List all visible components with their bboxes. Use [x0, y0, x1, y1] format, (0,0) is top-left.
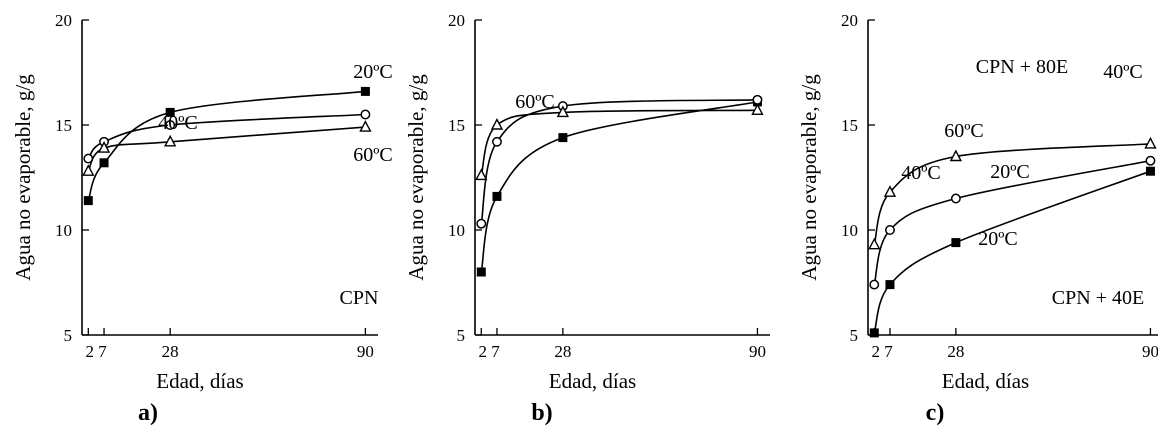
y-tick-label: 20 [55, 11, 72, 30]
x-axis-title: Edad, días [156, 369, 243, 393]
y-tick-label: 5 [457, 326, 466, 345]
point-60c [1144, 136, 1157, 149]
y-tick-label: 10 [841, 221, 858, 240]
series-line-40c [87, 113, 366, 160]
x-tick-label: 2 7 [478, 342, 500, 361]
point-60c [868, 237, 881, 250]
x-tick-label: 2 7 [871, 342, 893, 361]
annotation-label: CPN + 80E [976, 56, 1068, 78]
panel-label: c) [926, 400, 945, 426]
point-40c [950, 193, 961, 204]
x-tick-label: 28 [947, 342, 964, 361]
annotation-label: 60ºC [515, 91, 555, 113]
x-tick-label: 28 [554, 342, 571, 361]
annotation-label: 20ºC [990, 161, 1030, 183]
series-line-60c [873, 143, 1151, 245]
panel-1: 5 10 15 20 2 7 28 90 Edad, días Agua no evaporab… [11, 11, 393, 426]
point-20c [951, 238, 961, 248]
point-20c [869, 328, 879, 338]
panel-3: 5 10 15 20 2 7 28 90 Edad, días Agua no evaporab… [797, 11, 1158, 426]
series-line-20c [873, 170, 1151, 334]
series-line-20c [480, 101, 758, 273]
point-40c [476, 218, 487, 229]
annotation-label: CPN + 40E [1052, 287, 1144, 309]
y-tick-label: 15 [55, 116, 72, 135]
y-tick-label: 20 [448, 11, 465, 30]
point-60c [490, 117, 504, 130]
point-60c [751, 103, 764, 116]
x-axis-title: Edad, días [549, 369, 636, 393]
panel-label: a) [138, 400, 158, 426]
x-tick-label: 90 [357, 342, 374, 361]
panel-2: 5 10 15 20 2 7 28 90 Edad, días Agua no evaporab… [404, 11, 1144, 426]
point-60c [164, 134, 177, 147]
annotation-label: 40ºC [901, 162, 941, 184]
point-20c [165, 107, 175, 117]
point-20c [492, 191, 502, 201]
x-axis-title: Edad, días [942, 369, 1029, 393]
x-tick-label: 90 [749, 342, 766, 361]
point-20c [360, 86, 370, 96]
series-line-60c [87, 126, 366, 172]
y-tick-label: 10 [448, 221, 465, 240]
panel-label: b) [531, 400, 552, 426]
point-60c [359, 120, 372, 132]
y-tick-label: 10 [55, 221, 72, 240]
point-40c [360, 109, 371, 120]
x-tick-label: 90 [1142, 342, 1158, 361]
series-line-20c [87, 90, 366, 201]
point-20c [885, 280, 895, 290]
annotation-label: 40ºC [1103, 61, 1143, 83]
point-20c [558, 133, 568, 143]
y-tick-label: 15 [841, 116, 858, 135]
y-tick-label: 15 [448, 116, 465, 135]
point-60c [97, 141, 111, 153]
series-line-40c [873, 159, 1151, 285]
point-40c [869, 279, 880, 290]
annotation-label: 20ºC [353, 61, 393, 83]
annotation-label: 60ºC [944, 120, 984, 142]
point-40c [885, 225, 895, 235]
x-tick-label: 28 [162, 342, 179, 361]
point-60c [556, 105, 570, 118]
annotation-label: CPN [340, 287, 379, 309]
y-axis-title: Agua no evaporable, g/g [11, 74, 35, 281]
point-40c [1145, 155, 1156, 166]
point-20c [99, 158, 109, 168]
series-line-40c [480, 99, 758, 224]
y-axis-title: Agua no evaporable, g/g [797, 74, 821, 281]
x-tick-label: 2 7 [86, 342, 108, 361]
point-40c [492, 136, 502, 147]
series-line-60c [480, 109, 758, 176]
point-60c [883, 185, 897, 197]
point-60c [82, 164, 95, 176]
point-60c [475, 168, 488, 181]
y-axis-title: Agua no evaporable, g/g [404, 74, 428, 281]
annotation-label: 40ºC [158, 112, 198, 134]
point-20c [83, 196, 93, 206]
y-tick-label: 5 [64, 326, 73, 345]
point-20c [1145, 166, 1155, 176]
y-tick-label: 20 [841, 11, 858, 30]
point-20c [476, 267, 486, 277]
point-60c [949, 149, 963, 162]
y-tick-label: 5 [850, 326, 859, 345]
annotation-label: 20ºC [978, 228, 1018, 250]
annotation-label: 60ºC [353, 144, 393, 166]
point-40c [752, 94, 763, 105]
point-40c [165, 120, 176, 130]
